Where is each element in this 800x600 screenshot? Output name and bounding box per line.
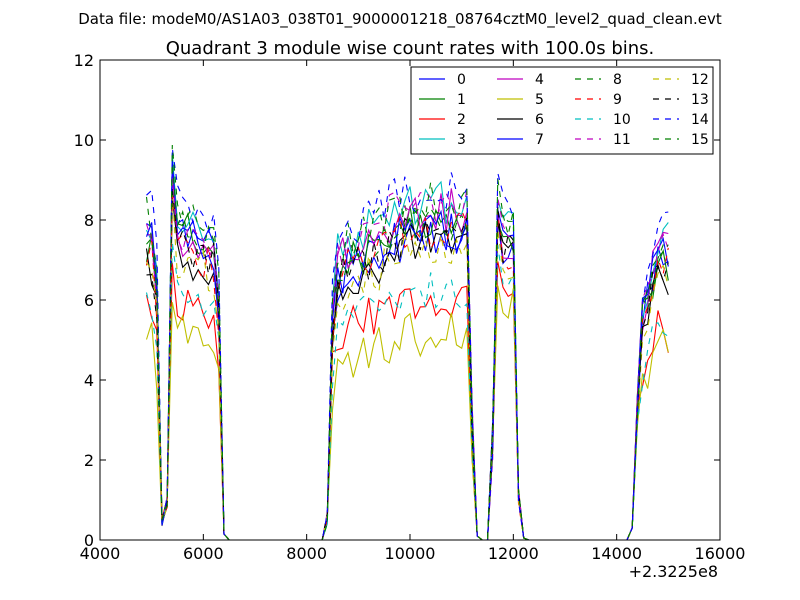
x-tick-label: 8000 <box>286 544 327 563</box>
legend-label-12: 12 <box>691 72 709 88</box>
x-tick-label: 4000 <box>80 544 121 563</box>
legend-label-14: 14 <box>691 112 709 128</box>
series-line-0 <box>146 171 669 541</box>
axis-ticks: 4000 6000 8000 10000 12000 14000 1600002468101… <box>74 51 746 563</box>
legend-label-2: 2 <box>457 112 466 128</box>
legend-label-7: 7 <box>535 132 544 148</box>
y-tick-label: 0 <box>84 531 94 550</box>
series-line-11 <box>145 178 669 541</box>
y-tick-label: 12 <box>74 51 94 70</box>
series-line-15 <box>145 144 669 541</box>
legend-label-1: 1 <box>457 92 466 108</box>
chart-suptitle: Data file: modeM0/AS1A03_038T01_90000012… <box>78 10 722 29</box>
series-line-10 <box>145 242 669 541</box>
legend-label-10: 10 <box>613 112 631 128</box>
y-tick-label: 6 <box>84 291 94 310</box>
legend-label-13: 13 <box>691 92 709 108</box>
series-layer <box>145 144 669 541</box>
series-line-3 <box>146 154 669 541</box>
series-line-6 <box>145 197 669 541</box>
x-tick-label: 14000 <box>591 544 642 563</box>
series-line-13 <box>146 186 669 541</box>
x-tick-label: 10000 <box>385 544 436 563</box>
y-tick-label: 4 <box>84 371 94 390</box>
x-offset-label: +2.3225e8 <box>629 562 718 581</box>
x-tick-label: 12000 <box>488 544 539 563</box>
legend-label-8: 8 <box>613 72 622 88</box>
chart-title: Quadrant 3 module wise count rates with … <box>166 38 655 59</box>
series-line-2 <box>145 261 669 541</box>
legend-label-4: 4 <box>535 72 544 88</box>
y-tick-label: 8 <box>84 211 94 230</box>
legend-label-0: 0 <box>457 72 466 88</box>
series-line-14 <box>146 148 669 541</box>
series-line-5 <box>145 285 669 541</box>
legend-label-11: 11 <box>613 132 631 148</box>
series-line-9 <box>145 190 669 541</box>
legend-label-5: 5 <box>535 92 544 108</box>
y-tick-label: 2 <box>84 451 94 470</box>
y-tick-label: 10 <box>74 131 94 150</box>
x-tick-label: 6000 <box>183 544 224 563</box>
legend-label-15: 15 <box>691 132 709 148</box>
x-tick-label: 16000 <box>695 544 746 563</box>
legend-box <box>410 66 714 155</box>
legend-label-3: 3 <box>457 132 466 148</box>
legend-label-6: 6 <box>535 112 544 128</box>
series-line-12 <box>146 192 669 541</box>
legend-label-9: 9 <box>613 92 622 108</box>
